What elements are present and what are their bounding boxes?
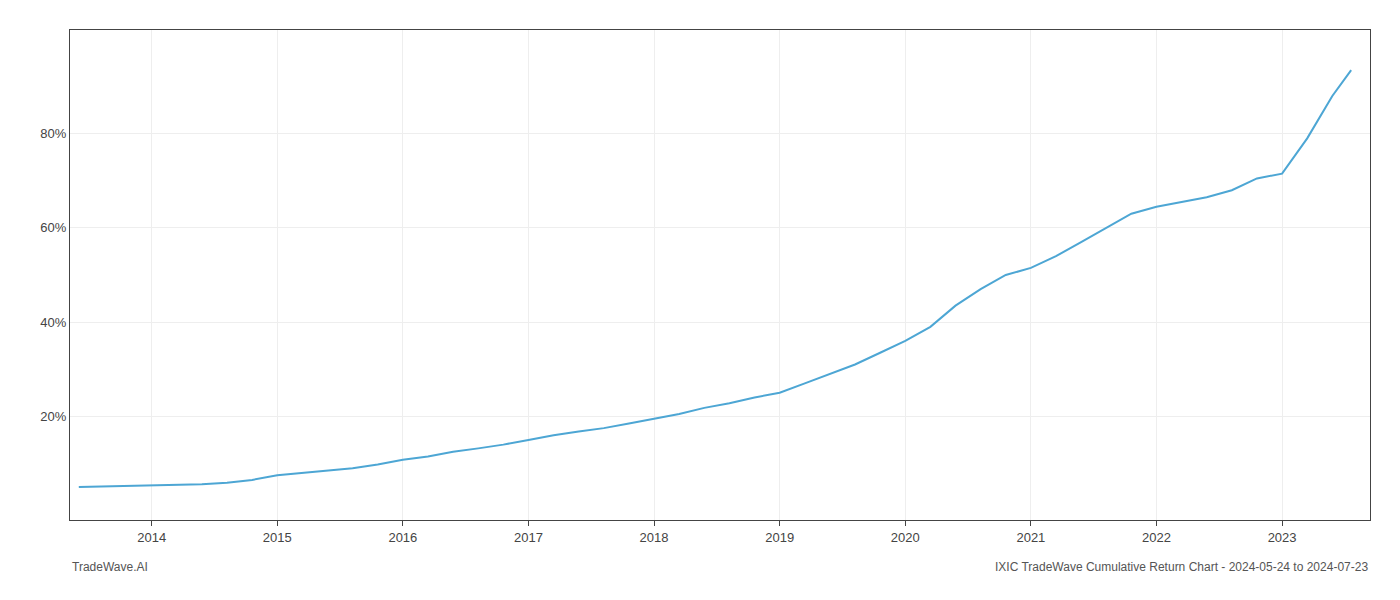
svg-text:2020: 2020 — [891, 530, 920, 545]
svg-text:2021: 2021 — [1016, 530, 1045, 545]
svg-text:60%: 60% — [40, 220, 66, 235]
svg-text:40%: 40% — [40, 315, 66, 330]
svg-text:2017: 2017 — [514, 530, 543, 545]
svg-text:2019: 2019 — [765, 530, 794, 545]
svg-text:2016: 2016 — [388, 530, 417, 545]
svg-text:80%: 80% — [40, 126, 66, 141]
svg-text:2014: 2014 — [137, 530, 166, 545]
svg-text:20%: 20% — [40, 409, 66, 424]
svg-text:2018: 2018 — [640, 530, 669, 545]
svg-text:2015: 2015 — [263, 530, 292, 545]
svg-text:IXIC TradeWave Cumulative Retu: IXIC TradeWave Cumulative Return Chart -… — [995, 560, 1368, 574]
svg-text:TradeWave.AI: TradeWave.AI — [72, 560, 148, 574]
svg-text:2023: 2023 — [1268, 530, 1297, 545]
svg-text:2022: 2022 — [1142, 530, 1171, 545]
